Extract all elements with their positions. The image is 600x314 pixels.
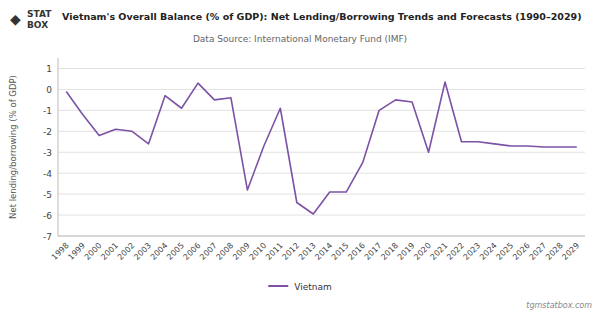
- series-line: [66, 82, 577, 214]
- x-tick-label: 2021: [429, 241, 450, 262]
- y-tick-label: -3: [43, 148, 52, 158]
- x-tick-label: 2019: [396, 241, 417, 262]
- x-tick-label: 2003: [132, 241, 153, 262]
- y-tick-label: -5: [43, 190, 52, 200]
- grid-line: [58, 194, 585, 195]
- logo-text: STAT: [27, 9, 52, 19]
- plot-area: [66, 82, 577, 214]
- y-tick-label: 1: [46, 64, 52, 74]
- x-tick-label: 2016: [346, 241, 367, 262]
- x-axis-line: [58, 236, 585, 237]
- x-tick-label: 2005: [165, 241, 186, 262]
- x-tick-label: 2013: [297, 241, 318, 262]
- grid-line: [58, 236, 585, 237]
- x-tick-label: 2020: [412, 241, 433, 262]
- x-tick-label: 2015: [330, 241, 351, 262]
- x-tick-label: 2011: [264, 241, 285, 262]
- y-tick-label: 0: [46, 85, 52, 95]
- y-tick-label: -7: [43, 232, 52, 242]
- x-tick-label: 2000: [83, 241, 104, 262]
- grid-line: [58, 152, 585, 153]
- logo-text: BOX: [27, 20, 48, 30]
- watermark: tgmstatbox.com: [526, 301, 592, 310]
- x-tick-label: 2025: [495, 241, 516, 262]
- x-tick-label: 2002: [116, 241, 137, 262]
- y-axis-line: [58, 58, 59, 236]
- grid-line: [58, 215, 585, 216]
- x-tick-label: 2029: [560, 241, 581, 262]
- grid-line: [58, 89, 585, 90]
- x-tick-label: 2007: [198, 241, 219, 262]
- legend-swatch: [268, 285, 288, 287]
- x-tick-label: 2027: [527, 241, 548, 262]
- title: Vietnam's Overall Balance (% of GDP): Ne…: [62, 11, 582, 22]
- x-tick-label: 1998: [50, 241, 71, 262]
- x-tick-label: 2017: [363, 241, 384, 262]
- grid-line: [58, 131, 585, 132]
- y-axis-label: Net lending/borrowing (% of GDP): [8, 75, 18, 219]
- grid-line: [58, 68, 585, 69]
- x-tick-label: 2009: [231, 241, 252, 262]
- y-tick-label: -6: [43, 211, 52, 221]
- x-tick-label: 2012: [280, 241, 301, 262]
- legend: Vietnam: [268, 282, 332, 292]
- x-tick-label: 2010: [248, 241, 269, 262]
- y-tick-label: -4: [43, 169, 52, 179]
- logo-diamond: ◆: [10, 11, 21, 27]
- x-tick-label: 1999: [66, 241, 87, 262]
- x-tick-label: 2006: [182, 241, 203, 262]
- y-tick-label: -1: [43, 106, 52, 116]
- y-tick-label: -2: [43, 127, 52, 137]
- subtitle: Data Source: International Monetary Fund…: [193, 34, 407, 44]
- x-tick-label: 2001: [99, 241, 120, 262]
- x-tick-label: 2024: [478, 241, 499, 262]
- x-tick-label: 2023: [462, 241, 483, 262]
- grid-line: [58, 110, 585, 111]
- grid-line: [58, 173, 585, 174]
- x-tick-label: 2022: [445, 241, 466, 262]
- x-tick-label: 2014: [313, 241, 334, 262]
- x-tick-label: 2008: [215, 241, 236, 262]
- x-tick-label: 2028: [544, 241, 565, 262]
- x-tick-label: 2004: [149, 241, 170, 262]
- x-tick-label: 2018: [379, 241, 400, 262]
- x-tick-label: 2026: [511, 241, 532, 262]
- legend-label: Vietnam: [294, 282, 332, 292]
